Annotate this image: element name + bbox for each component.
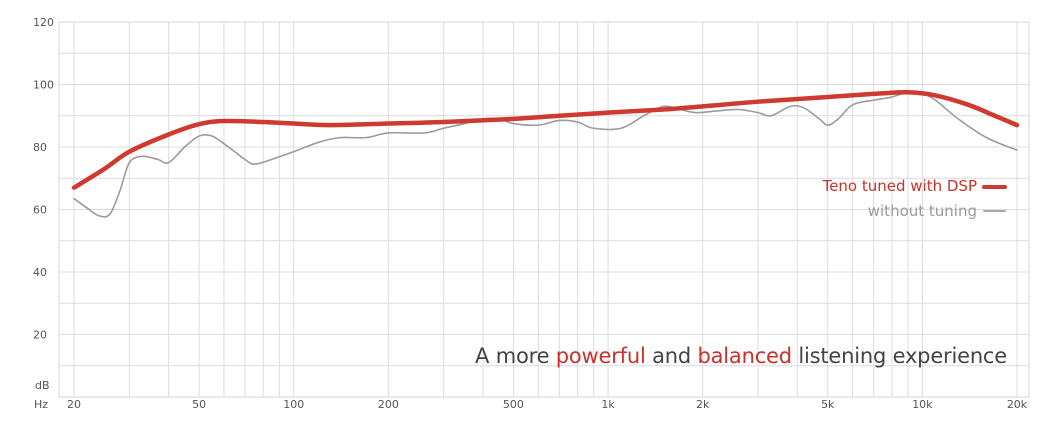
x-tick-label: 5k — [821, 398, 835, 411]
caption-highlight-balanced: balanced — [697, 344, 792, 368]
y-axis-label: dB — [35, 379, 50, 392]
x-tick-label: 20 — [67, 398, 81, 411]
y-tick-label: 120 — [33, 16, 54, 29]
series-line-untuned — [73, 91, 1018, 218]
chart-caption: A more powerful and balanced listening e… — [475, 344, 1007, 368]
axes: 20 40 60 80 100 120 dB Hz 20 50 100 200 500 1k 2k 5k 10k… — [33, 16, 1028, 411]
y-tick-label: 100 — [33, 79, 54, 92]
caption-highlight-powerful: powerful — [555, 344, 646, 368]
x-tick-label: 2k — [696, 398, 710, 411]
series-line-tuned — [71, 90, 1020, 190]
x-tick-label: 200 — [378, 398, 399, 411]
y-tick-label: 80 — [33, 141, 47, 154]
x-tick-label: 20k — [1007, 398, 1028, 411]
caption-prefix: A more — [475, 344, 556, 368]
x-tick-label: 10k — [912, 398, 933, 411]
x-tick-label: 50 — [192, 398, 206, 411]
legend-label-untuned: without tuning — [868, 202, 977, 220]
legend: Teno tuned with DSP without tuning — [822, 177, 1007, 220]
y-tick-label: 20 — [33, 329, 47, 342]
x-tick-label: 100 — [283, 398, 304, 411]
x-tick-label: 1k — [601, 398, 615, 411]
y-tick-label: 40 — [33, 266, 47, 279]
x-tick-label: 500 — [503, 398, 524, 411]
caption-middle: and — [645, 344, 698, 368]
series-layer — [71, 90, 1020, 218]
x-axis-label: Hz — [34, 398, 48, 411]
caption-suffix: listening experience — [791, 344, 1007, 368]
legend-label-tuned: Teno tuned with DSP — [822, 177, 977, 195]
y-tick-label: 60 — [33, 204, 47, 217]
